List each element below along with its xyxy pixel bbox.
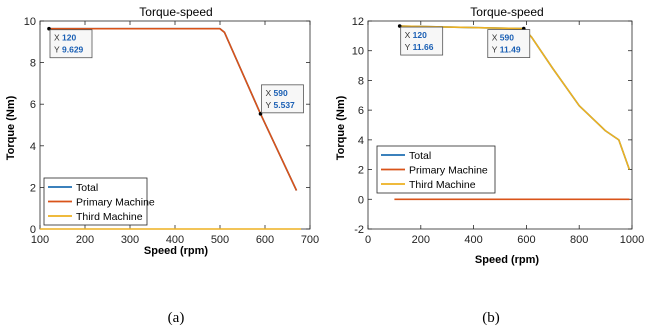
datatip-y-key: Y [492,45,498,55]
x-tick-label-b: 1000 [620,234,644,246]
x-tick-label-b: 600 [517,234,535,246]
y-tick-label-a: 4 [30,141,36,153]
y-tick-label-b: 10 [352,46,364,58]
x-tick-label-a: 700 [301,234,319,246]
datatip-x-value: 590 [274,88,288,98]
y-tick-label-b: 8 [358,75,364,87]
x-tick-label-b: 200 [412,234,430,246]
series-line-primary-machine-a [49,27,298,191]
legend-entry: Third Machine [409,179,476,191]
x-tick-label-b: 800 [570,234,588,246]
x-tick-label-b: 400 [464,234,482,246]
x-axis-label-a: Speed (rpm) [144,245,209,257]
y-tick-label-b: 0 [358,194,364,206]
y-tick-label-b: 6 [358,105,364,117]
datatip-x-key: X [54,33,60,43]
y-tick-label-a: 0 [30,224,36,236]
caption-b: (b) [482,310,500,326]
chart-title-b: Torque-speed [470,5,543,19]
legend-entry: Total [76,182,98,194]
y-tick-label-a: 2 [30,182,36,194]
x-tick-label-a: 600 [256,234,274,246]
datatip-x-key: X [266,88,272,98]
datatip-y-value: 11.66 [413,42,434,52]
x-tick-label-a: 300 [121,234,139,246]
legend-entry: Primary Machine [76,197,155,209]
y-tick-label-a: 10 [24,16,36,28]
datatip-x-value: 120 [413,30,427,40]
x-tick-label-a: 200 [76,234,94,246]
datatip-box [487,29,531,58]
datatip-y-key: Y [405,42,411,52]
datatip-box [261,84,304,114]
legend-entry: Total [409,150,431,162]
chart-panel-b: Torque-speed Speed (rpm) Torque (Nm) (b)… [335,5,644,326]
y-tick-label-a: 8 [30,58,36,70]
x-axis-label-b: Speed (rpm) [475,254,540,266]
y-tick-label-b: 2 [358,165,364,177]
y-axis-label-b: Torque (Nm) [335,95,347,160]
legend-entry: Third Machine [76,211,143,223]
datatip-y-key: Y [266,100,272,110]
chart-panel-a: Torque-speed Speed (rpm) Torque (Nm) (a)… [5,5,319,326]
datatip-x-value: 120 [62,33,76,43]
x-tick-label-b: 0 [365,234,371,246]
legend-entry: Primary Machine [409,165,488,177]
caption-a: (a) [168,310,185,326]
y-tick-label-a: 6 [30,99,36,111]
y-tick-label-b: 12 [352,16,364,28]
datatip-y-key: Y [54,45,60,55]
y-tick-label-b: 4 [358,135,364,147]
x-tick-label-a: 400 [166,234,184,246]
datatip-box [49,29,93,59]
datatip-x-key: X [405,30,411,40]
datatip-y-value: 11.49 [500,45,521,55]
chart-title-a: Torque-speed [139,5,212,19]
datatip-y-value: 9.629 [62,45,84,55]
legend-a: Total Primary Machine Third Machine [43,177,155,226]
y-tick-label-b: -2 [354,224,364,236]
y-axis-label-a: Torque (Nm) [5,95,17,160]
datatip-y-value: 5.537 [274,100,296,110]
datatip-box [400,26,444,56]
x-tick-label-a: 500 [211,234,229,246]
datatip-x-value: 590 [500,33,514,43]
datatip-x-key: X [492,33,498,43]
x-tick-label-a: 100 [31,234,49,246]
legend-b: Total Primary Machine Third Machine [376,145,496,194]
